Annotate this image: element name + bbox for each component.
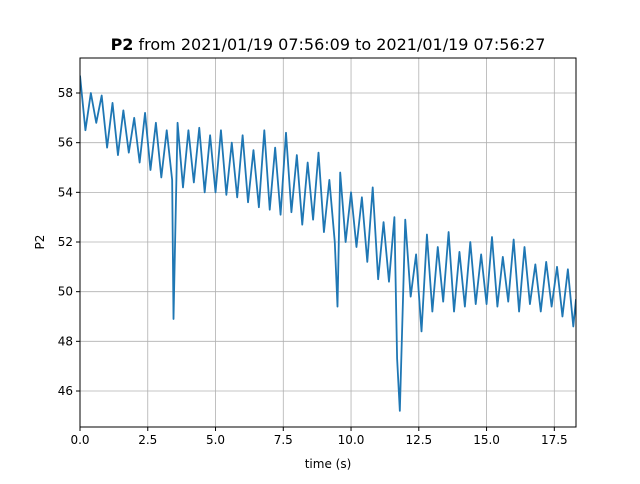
x-tick-label: 17.5: [541, 433, 568, 447]
x-tick-label: 10.0: [338, 433, 365, 447]
y-tick-label: 58: [58, 86, 73, 100]
data-line: [80, 75, 576, 412]
y-tick-label: 48: [58, 334, 73, 348]
y-tick-label: 56: [58, 136, 73, 150]
x-tick-label: 15.0: [473, 433, 500, 447]
x-tick-label: 2.5: [138, 433, 157, 447]
x-tick-label: 5.0: [206, 433, 225, 447]
y-tick-label: 52: [58, 235, 73, 249]
title-bold: P2: [111, 35, 134, 54]
x-axis-label: time (s): [305, 457, 352, 471]
y-tick-label: 46: [58, 384, 73, 398]
x-tick-label: 0.0: [70, 433, 89, 447]
y-tick-label: 50: [58, 285, 73, 299]
x-tick-label: 7.5: [274, 433, 293, 447]
title-rest: from 2021/01/19 07:56:09 to 2021/01/19 0…: [139, 35, 546, 54]
plot-frame: [79, 57, 577, 428]
y-axis-label: P2: [33, 235, 47, 250]
chart-title: P2 from 2021/01/19 07:56:09 to 2021/01/1…: [111, 35, 546, 54]
y-tick-label: 54: [58, 185, 73, 199]
x-tick-label: 12.5: [405, 433, 432, 447]
